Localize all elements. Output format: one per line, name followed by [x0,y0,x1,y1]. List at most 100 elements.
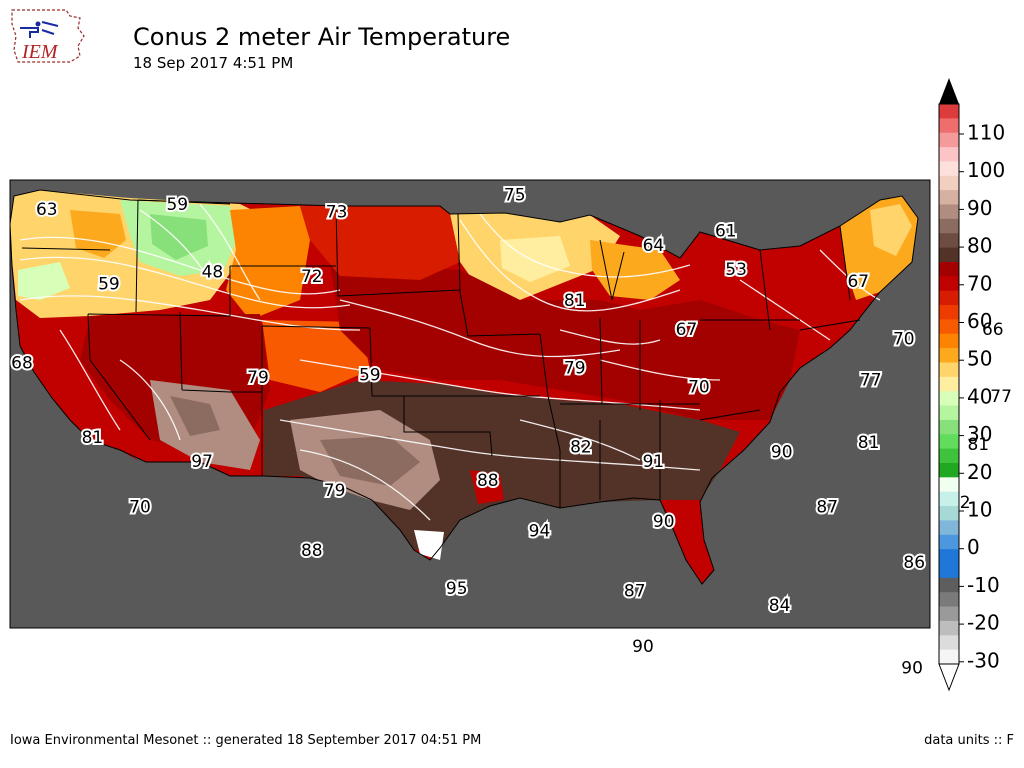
iem-logo: IEM [8,6,88,68]
station-label: 67 [847,272,869,292]
station-label: 70 [688,378,710,398]
colorbar-bin [939,362,959,378]
colorbar-bin [939,190,959,206]
colorbar-tick-label: 20 [967,460,992,484]
colorbar-tick-label: -30 [967,648,1000,672]
station-label: 91 [643,452,665,472]
colorbar-bin [939,520,959,536]
station-label: 95 [446,579,468,599]
colorbar-tick-label: 80 [967,234,992,258]
colorbar-bottom-arrow [938,663,960,692]
colorbar-bin [939,376,959,392]
station-label: 66 [982,320,1004,340]
colorbar-bin [939,405,959,421]
colorbar-tick-label: 60 [967,309,992,333]
station-label: 81 [967,435,989,455]
station-labels: 6359737561644872536761598167756670706879… [9,184,1014,681]
station-label: 79 [247,368,269,388]
station-label: 81 [564,291,586,311]
station-label: 94 [529,522,551,542]
station-label: 59 [166,195,188,215]
colorbar-bin [939,305,959,320]
colorbar-tick-label: 0 [967,535,980,559]
colorbar-bin [939,175,959,191]
colorbar-bins [939,104,959,665]
station-label: 77 [990,387,1012,407]
colorbar-bin [939,218,959,234]
wi-light [500,236,570,282]
colorbar-bin [939,563,959,579]
colorbar-bin [939,506,959,521]
colorbar-bin [939,104,959,119]
station-label: 87 [816,498,838,518]
station-label: 88 [477,471,499,491]
station-label: 53 [725,260,747,280]
colorbar-bin [939,233,959,249]
station-label: 73 [326,202,348,222]
colorbar-bin [939,592,959,608]
colorbar-tick-label: 70 [967,271,992,295]
colorbar-bin [939,348,959,363]
colorbar-bin [939,448,959,464]
station-label: 90 [771,442,793,462]
colorbar-bin [939,491,959,507]
map-frame [9,179,931,629]
station-label: 97 [191,452,213,472]
colorbar-top-arrow [939,78,959,104]
colorbar-bin [939,319,959,335]
station-label: 77 [860,370,882,390]
colorbar-tick-label: 90 [967,196,992,220]
colorbar-bin [939,577,959,593]
station-label: 82 [570,438,592,458]
station-label: 90 [901,658,923,678]
station-label: 88 [301,541,323,561]
colorbar-tick-label: 100 [967,158,1005,182]
station-label: 59 [359,366,381,386]
temperature-field [10,189,919,585]
wa-orange [70,210,126,258]
colorbar-bin [939,147,959,162]
station-label: 81 [858,433,880,453]
colorbar-bin [939,534,959,550]
station-label: 72 [301,267,323,287]
station-label: 61 [715,222,737,242]
colorbar-tick-label: 50 [967,347,992,371]
colorbar-bin [939,333,959,349]
colorbar-bin [939,247,959,263]
az-light [170,396,220,436]
colorbar-tick-label: -20 [967,611,1000,635]
colorbar-bin [939,261,959,277]
colorbar-tick-label: 110 [967,121,1005,145]
ne-yellow [870,204,912,256]
colorbar-bin [939,620,959,636]
colorbar-bin [939,290,959,306]
station-label: 79 [324,481,346,501]
station-label: 68 [11,354,33,374]
colorbar-tick-label: 30 [967,422,992,446]
colorbar-tick-label: 40 [967,384,992,408]
colorbar-bin [939,606,959,622]
station-label: 90 [653,512,675,532]
colorbar-bin [939,204,959,220]
station-label: 81 [82,428,104,448]
colorbar-bin [939,419,959,435]
co-orange [262,320,370,392]
chart-title: Conus 2 meter Air Temperature [133,23,511,51]
chart-subtitle: 18 Sep 2017 4:51 PM [133,54,294,72]
mi-orange [590,240,680,300]
nw-green-core [150,214,208,260]
central-darkred [330,262,800,420]
station-label: 59 [98,274,120,294]
station-label: 79 [564,358,586,378]
footer-credit: Iowa Environmental Mesonet :: generated … [10,733,482,748]
colorbar-bin [939,549,959,564]
ca-darkred [20,346,140,462]
colorbar-bin [939,391,959,407]
tx-light [320,436,420,486]
colorbar-bin [939,161,959,177]
station-label: 70 [129,498,151,518]
station-label: 86 [903,553,925,573]
east-tx-red [470,470,504,504]
station-label: 75 [504,186,526,206]
